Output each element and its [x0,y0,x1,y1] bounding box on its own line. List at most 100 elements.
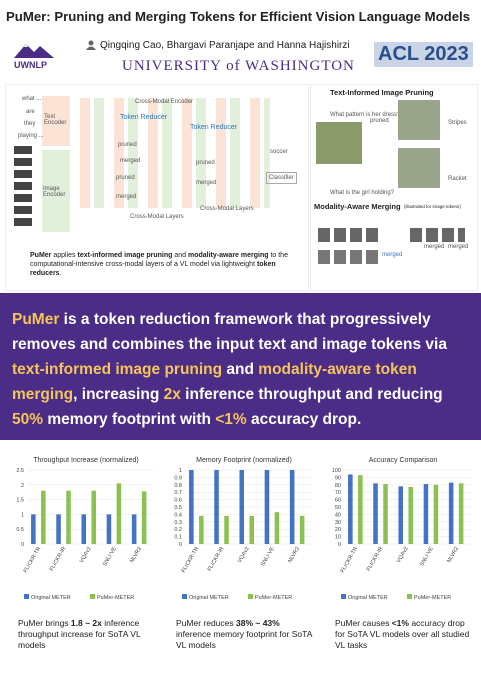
text-segment: PuMer reduces [176,618,236,628]
diagram-label: pruned [196,160,215,166]
diagram-label: playing ... [18,133,44,139]
answer: Stripes [448,120,467,126]
x-tick-label: FLICKR-IR [49,546,68,572]
bar [348,474,353,544]
lab: UWNLP [14,60,47,70]
bar [458,483,464,544]
bar [249,515,254,544]
x-tick-label: FLICKR-TR [181,546,201,574]
bar [358,475,363,544]
text-segment: PuMer [30,252,52,259]
text-segment: inference throughput increase for SoTA V… [18,618,141,650]
x-tick-label: NLVR2 [287,546,301,564]
bar [141,491,147,544]
text-segment: to the computational-intensive cross-mod… [30,252,288,268]
image-patches [14,146,32,226]
y-tick-label: 0.4 [174,512,182,518]
bar [116,483,122,544]
bar [91,490,96,544]
text-segment: memory footprint with [43,411,216,428]
merged-label: merged [448,244,469,250]
bar [383,484,388,544]
legend-label: PuMer-METER [97,595,134,601]
question: What is the girl holding? [330,190,395,196]
y-tick-label: 1 [21,512,24,518]
photo [316,122,362,164]
y-tick-label: 70 [335,490,341,496]
x-tick-label: VQAv2 [237,546,251,564]
answer: Racket [448,176,467,182]
bar [199,515,204,544]
text-segment: 2x [163,386,181,403]
y-tick-label: 0.7 [174,490,182,496]
bar [448,482,454,544]
text-segment: PuMer [12,311,60,328]
diagram-label: they [24,121,36,127]
y-tick-label: 2.5 [16,468,24,474]
x-tick-label: NLVR2 [129,546,143,564]
x-tick-label: FLICKR-TR [340,546,360,574]
y-tick-label: 0.2 [174,527,182,533]
y-tick-label: 10 [335,535,341,541]
y-tick-label: 0.6 [174,498,182,504]
text-segment: and [222,361,259,378]
text-segment: token reducers [30,261,276,277]
bar [239,470,245,544]
legend-swatch [248,594,253,599]
diagram-label: Classifier [266,172,297,184]
bar [224,515,229,544]
cross-modal-layers [80,98,270,208]
bar [299,515,305,544]
title: PuMer: Pruning and Merging Tokens for Ef… [6,9,471,24]
text-segment: <1% [215,411,247,428]
y-tick-label: 20 [335,527,341,533]
pruning-title: Text-Informed Image Pruning [330,88,434,97]
y-tick-label: 80 [335,483,341,489]
y-tick-label: 0.9 [174,475,182,481]
bar [274,512,280,544]
diagram-label: Cross-Modal Layers [130,214,184,220]
text-segment: inference throughput and reducing [180,386,443,403]
legend-label: Original METER [31,595,71,601]
text-encoder-box [42,96,70,146]
chart-title: Accuracy Comparison [369,457,438,464]
y-tick-label: 100 [332,468,341,474]
bar [433,484,439,544]
uwnlp-logo [14,44,54,58]
legend-swatch [24,594,29,599]
chart: Throughput Increase (normalized) 0 0.5 1 1.5… [16,457,154,601]
text-segment: inference memory footprint for SoTA VL m… [176,629,312,650]
diagram-label: soccer [270,149,288,155]
y-tick-label: 2 [21,483,24,489]
diagram-label: merged [196,180,217,186]
bar [189,470,194,544]
bar [398,486,404,544]
text-segment: , increasing [73,386,164,403]
text-segment: applies [51,252,78,259]
bar [373,483,378,544]
y-tick-label: 0.3 [174,520,182,526]
photo [398,148,440,188]
bar [41,490,46,544]
y-tick-label: 50 [335,505,341,511]
bar [66,490,71,544]
diagram-label: Text Encoder [44,114,67,126]
chart-caption: PuMer brings 1.8 ~ 2x inference throughp… [18,618,158,651]
university: UNIVERSITY of WASHINGTON [122,58,355,74]
x-tick-label: NLVR2 [446,546,460,564]
summary-banner: PuMer is a token reduction framework tha… [0,293,481,440]
y-tick-label: 0 [179,542,182,548]
token-strip [318,250,378,264]
x-tick-label: SNLI-VE [260,546,276,568]
legend-swatch [182,594,187,599]
diagram-label: merged [116,194,137,200]
bar [106,514,112,544]
text-segment: accuracy drop. [246,411,362,428]
legend-label: PuMer-METER [255,595,292,601]
y-tick-label: 1.5 [16,498,24,504]
diagram-label: pruned [116,175,135,181]
y-tick-label: 0 [338,542,341,548]
legend-swatch [341,594,346,599]
